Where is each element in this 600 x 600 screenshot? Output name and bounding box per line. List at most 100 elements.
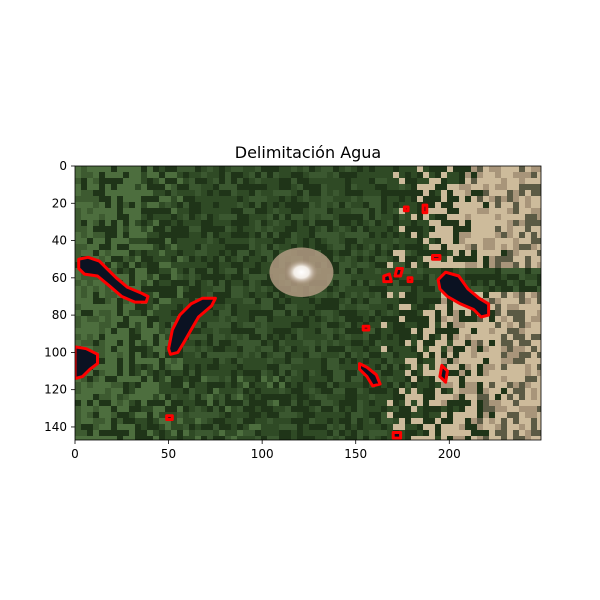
- terrain-cell: [339, 310, 346, 317]
- terrain-cell: [483, 220, 490, 227]
- terrain-cell: [357, 202, 364, 209]
- terrain-cell: [177, 298, 184, 305]
- terrain-cell: [243, 304, 250, 311]
- terrain-cell: [243, 430, 250, 437]
- terrain-cell: [477, 328, 484, 335]
- terrain-cell: [171, 190, 178, 197]
- terrain-cell: [471, 430, 478, 437]
- terrain-cell: [75, 178, 82, 185]
- terrain-cell: [237, 310, 244, 317]
- terrain-cell: [429, 412, 436, 419]
- terrain-cell: [339, 436, 346, 440]
- terrain-cell: [153, 184, 160, 191]
- terrain-cell: [519, 220, 526, 227]
- terrain-cell: [249, 376, 256, 383]
- terrain-cell: [333, 400, 340, 407]
- terrain-cell: [477, 382, 484, 389]
- terrain-cell: [87, 274, 94, 281]
- terrain-cell: [459, 394, 466, 401]
- terrain-cell: [291, 382, 298, 389]
- terrain-cell: [237, 274, 244, 281]
- terrain-cell: [297, 382, 304, 389]
- terrain-cell: [87, 166, 94, 173]
- terrain-cell: [513, 382, 520, 389]
- terrain-cell: [273, 412, 280, 419]
- terrain-cell: [291, 400, 298, 407]
- terrain-cell: [381, 316, 388, 323]
- terrain-cell: [87, 298, 94, 305]
- terrain-cell: [405, 364, 412, 371]
- terrain-cell: [351, 280, 358, 287]
- terrain-cell: [219, 202, 226, 209]
- terrain-cell: [291, 238, 298, 245]
- terrain-cell: [129, 184, 136, 191]
- terrain-cell: [333, 244, 340, 251]
- terrain-cell: [123, 400, 130, 407]
- terrain-cell: [279, 370, 286, 377]
- terrain-cell: [531, 304, 538, 311]
- terrain-cell: [171, 418, 178, 425]
- terrain-cell: [315, 172, 322, 179]
- terrain-cell: [81, 196, 88, 203]
- terrain-cell: [231, 406, 238, 413]
- terrain-cell: [339, 166, 346, 173]
- terrain-cell: [429, 298, 436, 305]
- terrain-cell: [327, 388, 334, 395]
- terrain-cell: [285, 292, 292, 299]
- terrain-cell: [261, 418, 268, 425]
- terrain-cell: [459, 220, 466, 227]
- terrain-cell: [105, 406, 112, 413]
- terrain-cell: [429, 352, 436, 359]
- terrain-cell: [225, 412, 232, 419]
- terrain-cell: [225, 202, 232, 209]
- terrain-cell: [441, 208, 448, 215]
- terrain-cell: [135, 202, 142, 209]
- terrain-cell: [213, 250, 220, 257]
- terrain-cell: [477, 352, 484, 359]
- terrain-cell: [105, 202, 112, 209]
- terrain-cell: [207, 418, 214, 425]
- terrain-cell: [237, 424, 244, 431]
- terrain-cell: [411, 232, 418, 239]
- terrain-cell: [273, 424, 280, 431]
- terrain-cell: [291, 418, 298, 425]
- terrain-cell: [273, 298, 280, 305]
- terrain-cell: [285, 190, 292, 197]
- terrain-cell: [423, 280, 430, 287]
- terrain-cell: [183, 346, 190, 353]
- terrain-cell: [231, 226, 238, 233]
- terrain-cell: [519, 178, 526, 185]
- terrain-cell: [393, 172, 400, 179]
- terrain-cell: [273, 346, 280, 353]
- terrain-cell: [213, 328, 220, 335]
- terrain-cell: [219, 340, 226, 347]
- terrain-cell: [213, 400, 220, 407]
- terrain-cell: [369, 226, 376, 233]
- terrain-cell: [435, 232, 442, 239]
- terrain-cell: [303, 388, 310, 395]
- terrain-cell: [483, 328, 490, 335]
- terrain-cell: [465, 220, 472, 227]
- terrain-cell: [495, 250, 502, 257]
- terrain-cell: [141, 268, 148, 275]
- terrain-cell: [321, 400, 328, 407]
- terrain-cell: [309, 202, 316, 209]
- terrain-cell: [411, 304, 418, 311]
- terrain-cell: [99, 328, 106, 335]
- terrain-cell: [525, 364, 532, 371]
- terrain-cell: [357, 310, 364, 317]
- terrain-cell: [129, 334, 136, 341]
- terrain-cell: [417, 418, 424, 425]
- terrain-cell: [255, 244, 262, 251]
- terrain-cell: [189, 388, 196, 395]
- terrain-cell: [357, 244, 364, 251]
- terrain-cell: [291, 208, 298, 215]
- terrain-cell: [105, 370, 112, 377]
- terrain-cell: [93, 346, 100, 353]
- terrain-cell: [453, 220, 460, 227]
- terrain-cell: [417, 358, 424, 365]
- terrain-cell: [75, 190, 82, 197]
- terrain-cell: [501, 280, 508, 287]
- terrain-cell: [507, 268, 514, 275]
